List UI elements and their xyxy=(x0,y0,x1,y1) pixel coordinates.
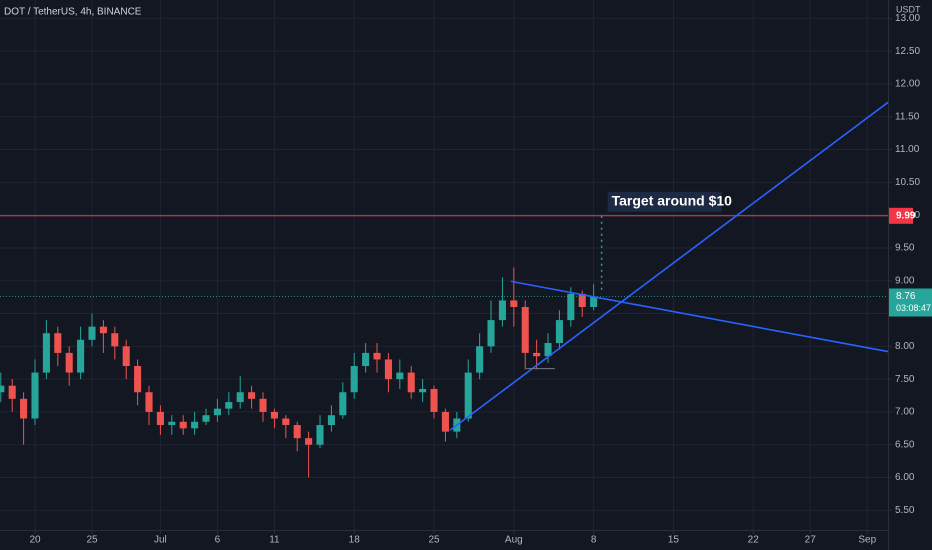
candle-body xyxy=(20,398,28,419)
candle-body xyxy=(327,415,335,426)
x-tick-label: 15 xyxy=(668,535,680,546)
plot xyxy=(0,101,889,478)
y-tick-label: 6.50 xyxy=(895,439,915,450)
y-tick-label: 7.50 xyxy=(895,374,915,385)
y-tick-label: 5.50 xyxy=(895,505,915,516)
candle-body xyxy=(544,343,552,357)
candle-body xyxy=(441,411,449,432)
annotation: Target around $10 xyxy=(612,193,733,209)
candle-body xyxy=(464,372,472,419)
chart-title: DOT / TetherUS, 4h, BINANCE xyxy=(4,7,142,18)
overlays: 5.506.006.507.007.508.008.509.009.5010.0… xyxy=(29,13,932,546)
candle-body xyxy=(498,300,506,321)
y-tick-label: 12.00 xyxy=(895,79,920,90)
candle-body xyxy=(305,438,313,445)
candle-body xyxy=(533,352,541,357)
candle-body xyxy=(156,411,164,426)
y-tick-label: 7.00 xyxy=(895,407,915,418)
candle-body xyxy=(99,326,107,334)
annotation-box xyxy=(607,191,722,212)
candle-body xyxy=(339,392,347,416)
y-tick-label: 9.50 xyxy=(895,243,915,254)
candle-body xyxy=(213,408,221,416)
x-tick-label: 25 xyxy=(428,535,440,546)
candle-body xyxy=(407,372,415,393)
candle-body xyxy=(510,300,518,307)
candle-body xyxy=(31,372,39,419)
x-tick-label: 25 xyxy=(86,535,98,546)
x-tick-label: 27 xyxy=(805,535,817,546)
y-tick-label: 11.50 xyxy=(895,111,920,122)
candle-body xyxy=(65,352,73,373)
candle-body xyxy=(168,421,176,426)
y-tick-label: 10.50 xyxy=(895,177,920,188)
x-tick-label: Sep xyxy=(858,535,876,546)
candle-body xyxy=(396,372,404,380)
candle-body xyxy=(350,366,358,393)
y-tick-label: 12.50 xyxy=(895,46,920,57)
candle-body xyxy=(77,339,85,373)
candle-body xyxy=(362,352,370,367)
candle-body xyxy=(590,296,598,307)
y-unit: USDT xyxy=(896,4,921,14)
candle-body xyxy=(122,346,130,367)
candle-body xyxy=(134,366,142,393)
candle-body xyxy=(248,392,256,399)
price-label-box xyxy=(889,207,913,224)
trend-line xyxy=(449,101,889,431)
candle-body xyxy=(225,402,233,409)
price-label: 9.99 xyxy=(896,210,916,221)
x-tick-label: 11 xyxy=(269,535,280,546)
x-tick-label: Aug xyxy=(505,535,523,546)
candle-body xyxy=(578,293,586,307)
candle-body xyxy=(316,425,324,445)
candle-body xyxy=(384,359,392,380)
y-tick-label: 11.00 xyxy=(895,144,920,155)
candle-body xyxy=(282,418,290,426)
candle-body xyxy=(145,392,153,412)
candle-body xyxy=(419,388,427,393)
candle-body xyxy=(487,320,495,347)
y-tick-label: 8.00 xyxy=(895,341,915,352)
countdown-label: 03:08:47 xyxy=(896,303,931,313)
x-tick-label: 18 xyxy=(349,535,361,546)
candle-body xyxy=(202,415,210,422)
candle-body xyxy=(373,352,381,360)
candle-body xyxy=(179,421,187,429)
candle-body xyxy=(0,385,5,393)
candle-body xyxy=(555,320,563,344)
candle-body xyxy=(293,425,301,439)
last-price-box xyxy=(889,288,932,317)
y-tick-label: 9.00 xyxy=(895,275,915,286)
last-price-label: 8.76 xyxy=(896,291,916,302)
candle-body xyxy=(521,306,529,353)
y-tick-label: 13.00 xyxy=(895,13,920,24)
x-tick-label: 22 xyxy=(748,535,760,546)
candle-body xyxy=(191,421,199,429)
x-tick-label: 20 xyxy=(29,535,41,546)
trend-line xyxy=(510,280,889,353)
y-tick-label: 6.00 xyxy=(895,472,915,483)
candle-body xyxy=(567,293,575,321)
candle-body xyxy=(430,388,438,412)
x-tick-label: 8 xyxy=(591,535,597,546)
x-tick-label: 6 xyxy=(215,535,221,546)
candle-body xyxy=(236,392,244,403)
candle-body xyxy=(270,411,278,419)
candle-body xyxy=(259,398,267,412)
candle-body xyxy=(54,333,62,353)
candle-body xyxy=(8,385,16,399)
candle-body xyxy=(111,333,119,347)
candle-body xyxy=(42,333,50,373)
x-tick-label: Jul xyxy=(154,535,167,546)
candle-body xyxy=(476,346,484,373)
candle-body xyxy=(88,326,96,340)
